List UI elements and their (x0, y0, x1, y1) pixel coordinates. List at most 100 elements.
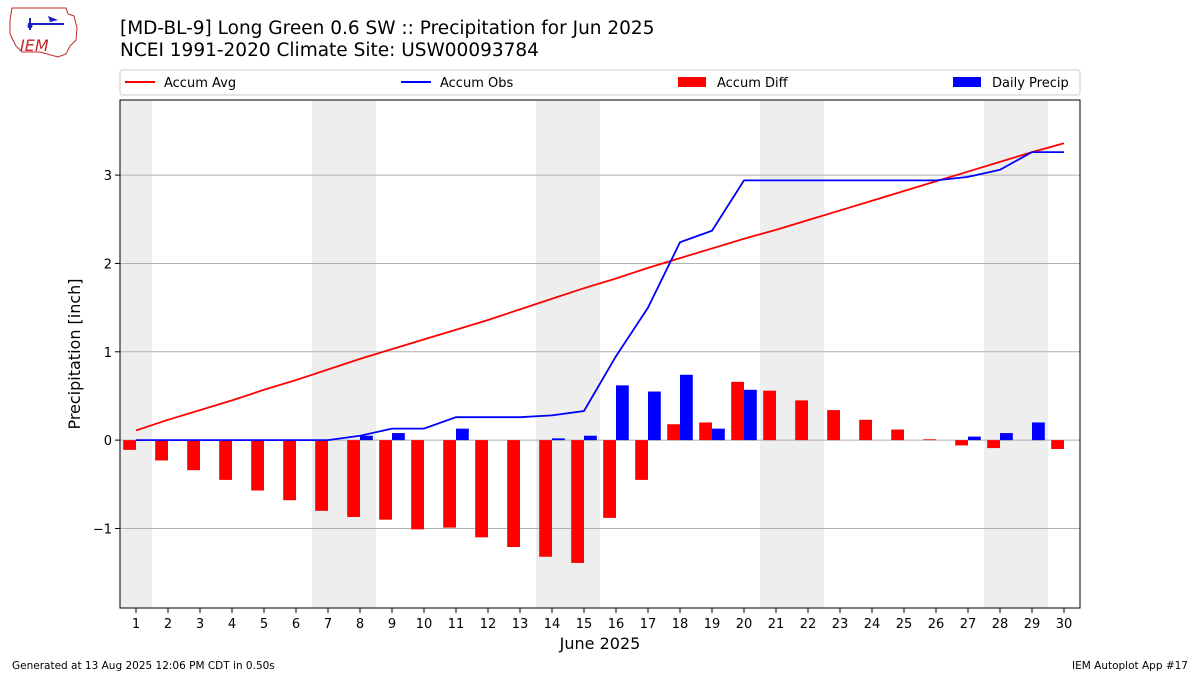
accum-diff-bar (763, 390, 776, 441)
logo-text: IEM (20, 36, 49, 55)
x-tick-label: 29 (1024, 617, 1041, 632)
line-marks (135, 142, 1065, 442)
accum-diff-bar (827, 410, 840, 441)
accum-diff-bar (411, 440, 424, 530)
accum-diff-bar (219, 440, 232, 480)
legend-swatch (953, 77, 981, 87)
legend-label: Daily Precip (992, 76, 1069, 91)
accum-diff-bar (923, 439, 936, 441)
x-tick-label: 28 (992, 617, 1009, 632)
accum-diff-bar (987, 440, 1000, 449)
x-axis-label: June 2025 (559, 634, 641, 653)
legend-item: Accum Diff (678, 76, 789, 91)
accum-diff-bar (699, 422, 712, 441)
accum-diff-bar (1051, 440, 1064, 449)
accum-diff-bar (315, 440, 328, 511)
daily-precip-bar (712, 428, 725, 441)
weekend-band (312, 100, 376, 608)
chart-legend: Accum Avg Accum Obs Accum Diff Daily Precip (119, 69, 1081, 96)
accum-diff-bar (731, 381, 744, 441)
accum-diff-bar (123, 440, 136, 450)
chart-subtitle: NCEI 1991-2020 Climate Site: USW00093784 (120, 40, 539, 61)
accum-diff-bar (187, 440, 200, 471)
accum-obs-line (136, 151, 1064, 442)
bar-marks (123, 374, 1064, 563)
x-tick-label: 23 (832, 617, 849, 632)
daily-precip-bar (616, 385, 629, 441)
accum-diff-bar (955, 440, 968, 446)
x-tick-label: 25 (896, 617, 913, 632)
daily-precip-bar (552, 438, 565, 441)
accum-avg-line (135, 142, 1065, 432)
x-axis: 1 2 3 4 5 6 7 8 9 10 11 12 13 14 15 16 17 18 19 20 21 22 23 24 2… (132, 608, 1072, 632)
daily-precip-bar (648, 391, 661, 441)
legend-item: Daily Precip (953, 76, 1069, 91)
x-tick-label: 13 (512, 617, 529, 632)
weekend-band (760, 100, 824, 608)
x-tick-label: 21 (768, 617, 785, 632)
y-axis: −1 0 1 2 3 (93, 169, 120, 537)
accum-diff-bar (635, 440, 648, 480)
x-tick-label: 2 (164, 617, 172, 632)
daily-precip-bar (680, 374, 693, 441)
legend-item: Accum Obs (401, 76, 513, 91)
x-tick-label: 16 (608, 617, 625, 632)
y-tick-label: 1 (104, 346, 112, 361)
accum-diff-bar (859, 419, 872, 441)
x-tick-label: 24 (864, 617, 881, 632)
accum-diff-bar (155, 440, 168, 461)
accum-diff-bar (667, 424, 680, 441)
weekend-band (984, 100, 1048, 608)
x-tick-label: 5 (260, 617, 268, 632)
generated-timestamp: Generated at 13 Aug 2025 12:06 PM CDT in… (12, 660, 275, 672)
x-tick-label: 26 (928, 617, 945, 632)
x-tick-label: 3 (196, 617, 204, 632)
x-tick-label: 4 (228, 617, 236, 632)
accum-diff-bar (475, 440, 488, 538)
x-tick-label: 27 (960, 617, 977, 632)
y-axis-label: Precipitation [inch] (65, 278, 84, 429)
x-tick-label: 14 (544, 617, 561, 632)
legend-label: Accum Avg (164, 76, 236, 91)
accum-diff-bar (891, 429, 904, 441)
legend-label: Accum Diff (717, 76, 789, 91)
x-tick-label: 22 (800, 617, 817, 632)
x-tick-label: 12 (480, 617, 497, 632)
daily-precip-bar (584, 435, 597, 441)
daily-precip-bar (360, 435, 373, 441)
x-tick-label: 7 (324, 617, 332, 632)
weekend-shading (120, 100, 1048, 608)
accum-diff-bar (347, 440, 360, 518)
daily-precip-bar (744, 389, 757, 441)
y-tick-label: 2 (104, 257, 112, 272)
x-tick-label: 1 (132, 617, 140, 632)
legend-item: Accum Avg (125, 76, 236, 91)
accum-diff-bar (539, 440, 552, 557)
x-tick-label: 9 (388, 617, 396, 632)
accum-diff-bar (603, 440, 616, 518)
legend-swatch (678, 77, 706, 87)
x-tick-label: 8 (356, 617, 364, 632)
accum-diff-bar (379, 440, 392, 520)
chart-title: [MD-BL-9] Long Green 0.6 SW :: Precipita… (120, 18, 655, 39)
legend-label: Accum Obs (440, 76, 513, 91)
x-tick-label: 18 (672, 617, 689, 632)
daily-precip-bar (1000, 433, 1013, 441)
x-tick-label: 30 (1056, 617, 1073, 632)
y-tick-label: 3 (104, 169, 112, 184)
x-tick-label: 11 (448, 617, 465, 632)
x-tick-label: 19 (704, 617, 721, 632)
x-tick-label: 15 (576, 617, 593, 632)
y-tick-label: −1 (93, 522, 112, 537)
x-tick-label: 10 (416, 617, 433, 632)
accum-diff-bar (443, 440, 456, 528)
app-label: IEM Autoplot App #17 (1072, 660, 1188, 672)
daily-precip-bar (392, 433, 405, 441)
x-tick-label: 20 (736, 617, 753, 632)
iem-logo: IEM (9, 7, 78, 58)
accum-diff-bar (283, 440, 296, 501)
x-tick-label: 17 (640, 617, 657, 632)
daily-precip-bar (968, 436, 981, 441)
daily-precip-bar (456, 428, 469, 441)
